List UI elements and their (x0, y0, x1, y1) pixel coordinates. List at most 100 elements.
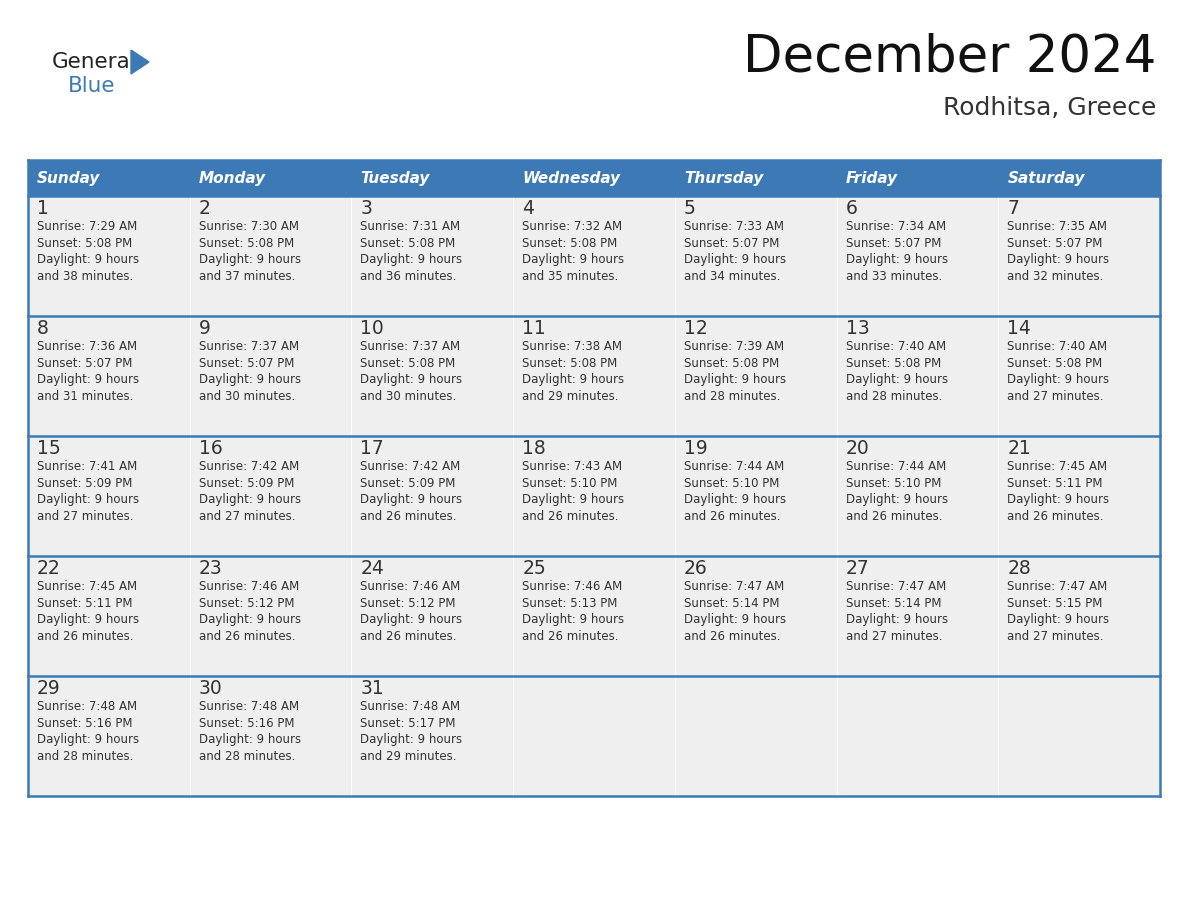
Text: Daylight: 9 hours: Daylight: 9 hours (846, 494, 948, 507)
Text: and 34 minutes.: and 34 minutes. (684, 270, 781, 283)
Text: and 26 minutes.: and 26 minutes. (1007, 510, 1104, 523)
Text: Daylight: 9 hours: Daylight: 9 hours (198, 374, 301, 386)
Text: Sunset: 5:08 PM: Sunset: 5:08 PM (360, 357, 456, 370)
Text: Monday: Monday (198, 171, 266, 185)
Text: Sunrise: 7:30 AM: Sunrise: 7:30 AM (198, 220, 298, 233)
Bar (29, 316, 1159, 436)
Text: and 38 minutes.: and 38 minutes. (37, 270, 133, 283)
Text: Sunset: 5:14 PM: Sunset: 5:14 PM (684, 597, 779, 610)
Text: 22: 22 (37, 559, 61, 578)
Text: Sunset: 5:07 PM: Sunset: 5:07 PM (198, 357, 295, 370)
Text: Daylight: 9 hours: Daylight: 9 hours (684, 613, 786, 626)
Text: Sunset: 5:07 PM: Sunset: 5:07 PM (1007, 237, 1102, 250)
Text: Daylight: 9 hours: Daylight: 9 hours (1007, 613, 1110, 626)
Text: Daylight: 9 hours: Daylight: 9 hours (198, 253, 301, 266)
Text: Friday: Friday (846, 171, 898, 185)
Text: 11: 11 (523, 319, 546, 339)
Text: Daylight: 9 hours: Daylight: 9 hours (1007, 374, 1110, 386)
Text: 1: 1 (37, 199, 49, 218)
Text: and 28 minutes.: and 28 minutes. (198, 750, 295, 763)
Text: Sunset: 5:16 PM: Sunset: 5:16 PM (198, 717, 295, 730)
Text: Sunset: 5:13 PM: Sunset: 5:13 PM (523, 597, 618, 610)
Text: 20: 20 (846, 440, 870, 458)
Bar (29, 436, 1159, 556)
Text: Sunrise: 7:42 AM: Sunrise: 7:42 AM (360, 461, 461, 474)
Text: 23: 23 (198, 559, 222, 578)
Text: 5: 5 (684, 199, 696, 218)
Text: Daylight: 9 hours: Daylight: 9 hours (37, 374, 139, 386)
Text: Sunrise: 7:35 AM: Sunrise: 7:35 AM (1007, 220, 1107, 233)
Text: Daylight: 9 hours: Daylight: 9 hours (37, 613, 139, 626)
Polygon shape (131, 50, 148, 74)
Text: Sunrise: 7:44 AM: Sunrise: 7:44 AM (684, 461, 784, 474)
Text: Daylight: 9 hours: Daylight: 9 hours (846, 253, 948, 266)
Text: and 29 minutes.: and 29 minutes. (360, 750, 457, 763)
Text: 10: 10 (360, 319, 384, 339)
Text: 21: 21 (1007, 440, 1031, 458)
Text: 29: 29 (37, 679, 61, 699)
Text: Daylight: 9 hours: Daylight: 9 hours (846, 374, 948, 386)
Text: and 36 minutes.: and 36 minutes. (360, 270, 457, 283)
Text: 28: 28 (1007, 559, 1031, 578)
Text: Tuesday: Tuesday (360, 171, 430, 185)
Text: and 26 minutes.: and 26 minutes. (523, 630, 619, 643)
Text: Sunrise: 7:40 AM: Sunrise: 7:40 AM (1007, 341, 1107, 353)
Text: 6: 6 (846, 199, 858, 218)
Text: and 27 minutes.: and 27 minutes. (846, 630, 942, 643)
Text: and 30 minutes.: and 30 minutes. (360, 390, 456, 403)
Text: Sunset: 5:09 PM: Sunset: 5:09 PM (198, 477, 295, 490)
Text: Sunrise: 7:45 AM: Sunrise: 7:45 AM (37, 580, 137, 594)
Text: 19: 19 (684, 440, 708, 458)
Text: Sunrise: 7:39 AM: Sunrise: 7:39 AM (684, 341, 784, 353)
Text: Daylight: 9 hours: Daylight: 9 hours (37, 253, 139, 266)
Text: Sunrise: 7:37 AM: Sunrise: 7:37 AM (198, 341, 299, 353)
Text: Sunset: 5:08 PM: Sunset: 5:08 PM (198, 237, 293, 250)
Text: Sunset: 5:11 PM: Sunset: 5:11 PM (1007, 477, 1102, 490)
Text: Sunset: 5:12 PM: Sunset: 5:12 PM (198, 597, 295, 610)
Text: 24: 24 (360, 559, 384, 578)
Text: Daylight: 9 hours: Daylight: 9 hours (523, 613, 624, 626)
Text: Sunrise: 7:47 AM: Sunrise: 7:47 AM (1007, 580, 1107, 594)
Text: Sunrise: 7:48 AM: Sunrise: 7:48 AM (198, 700, 299, 713)
Text: 31: 31 (360, 679, 384, 699)
Text: Sunset: 5:08 PM: Sunset: 5:08 PM (523, 237, 618, 250)
Text: Sunset: 5:12 PM: Sunset: 5:12 PM (360, 597, 456, 610)
Text: and 37 minutes.: and 37 minutes. (198, 270, 295, 283)
Text: and 28 minutes.: and 28 minutes. (846, 390, 942, 403)
Text: Daylight: 9 hours: Daylight: 9 hours (360, 733, 462, 746)
Text: and 27 minutes.: and 27 minutes. (37, 510, 133, 523)
Text: Daylight: 9 hours: Daylight: 9 hours (523, 253, 624, 266)
Text: 9: 9 (198, 319, 210, 339)
Text: Sunrise: 7:37 AM: Sunrise: 7:37 AM (360, 341, 461, 353)
Text: and 31 minutes.: and 31 minutes. (37, 390, 133, 403)
Text: Sunset: 5:09 PM: Sunset: 5:09 PM (37, 477, 132, 490)
Text: 3: 3 (360, 199, 372, 218)
Text: and 33 minutes.: and 33 minutes. (846, 270, 942, 283)
Text: Sunrise: 7:31 AM: Sunrise: 7:31 AM (360, 220, 461, 233)
Text: Sunrise: 7:32 AM: Sunrise: 7:32 AM (523, 220, 623, 233)
Text: Sunrise: 7:43 AM: Sunrise: 7:43 AM (523, 461, 623, 474)
Text: Sunrise: 7:41 AM: Sunrise: 7:41 AM (37, 461, 138, 474)
Text: Daylight: 9 hours: Daylight: 9 hours (198, 733, 301, 746)
Text: Sunrise: 7:36 AM: Sunrise: 7:36 AM (37, 341, 137, 353)
Text: Sunrise: 7:44 AM: Sunrise: 7:44 AM (846, 461, 946, 474)
Text: and 26 minutes.: and 26 minutes. (37, 630, 133, 643)
Text: 14: 14 (1007, 319, 1031, 339)
Text: and 30 minutes.: and 30 minutes. (198, 390, 295, 403)
Text: 4: 4 (523, 199, 535, 218)
Bar (29, 160, 1159, 196)
Text: 30: 30 (198, 679, 222, 699)
Text: Sunrise: 7:42 AM: Sunrise: 7:42 AM (198, 461, 299, 474)
Text: Sunset: 5:08 PM: Sunset: 5:08 PM (360, 237, 456, 250)
Text: 18: 18 (523, 440, 546, 458)
Text: and 32 minutes.: and 32 minutes. (1007, 270, 1104, 283)
Text: Daylight: 9 hours: Daylight: 9 hours (198, 613, 301, 626)
Text: 26: 26 (684, 559, 708, 578)
Text: Sunset: 5:07 PM: Sunset: 5:07 PM (37, 357, 132, 370)
Text: 27: 27 (846, 559, 870, 578)
Text: Sunset: 5:08 PM: Sunset: 5:08 PM (846, 357, 941, 370)
Text: Sunrise: 7:46 AM: Sunrise: 7:46 AM (360, 580, 461, 594)
Text: Thursday: Thursday (684, 171, 763, 185)
Text: and 26 minutes.: and 26 minutes. (198, 630, 295, 643)
Text: Sunset: 5:14 PM: Sunset: 5:14 PM (846, 597, 941, 610)
